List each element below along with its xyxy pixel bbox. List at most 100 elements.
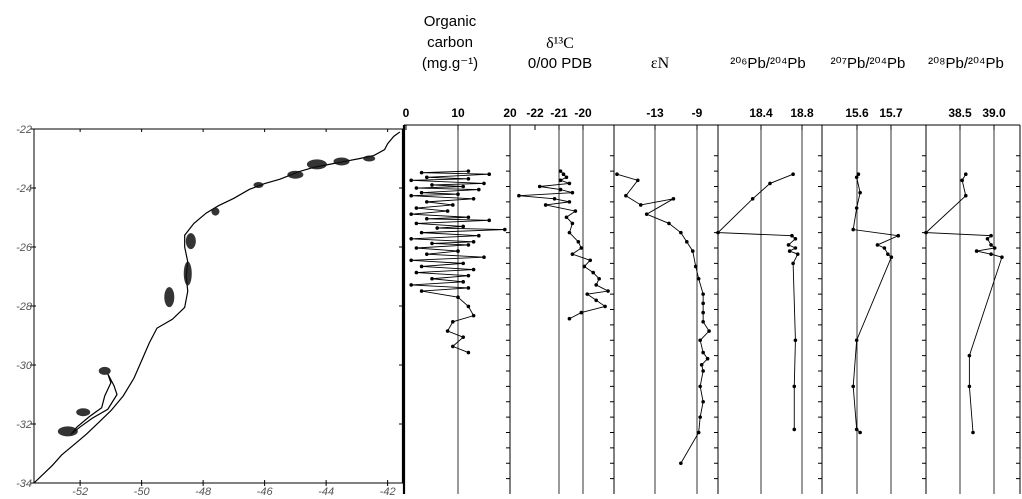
data-point	[690, 249, 695, 253]
data-point	[558, 178, 563, 183]
panel-tick-label: 18.4	[749, 106, 773, 120]
data-point	[471, 240, 476, 244]
data-point	[466, 169, 471, 173]
data-point	[561, 172, 566, 176]
data-point	[685, 240, 689, 244]
data-point	[564, 215, 569, 220]
data-point	[579, 310, 584, 315]
data-point	[456, 295, 460, 300]
data-point	[435, 226, 440, 230]
panel-title-line: carbon	[427, 34, 473, 51]
data-point	[992, 246, 997, 250]
data-point	[989, 252, 993, 256]
data-point	[466, 286, 471, 290]
panel-title-line: εN	[651, 55, 670, 72]
data-point	[430, 276, 434, 281]
data-point	[461, 224, 466, 229]
data-point	[564, 175, 569, 180]
data-point	[588, 258, 593, 263]
panel-tick-label: 39.0	[982, 106, 1006, 120]
data-point	[854, 338, 859, 343]
panel-pb208: 38.5 39.0	[924, 106, 1021, 494]
data-point	[570, 190, 575, 195]
data-point	[414, 206, 419, 210]
data-point	[667, 221, 671, 226]
coastal-feature	[333, 157, 350, 166]
data-point	[701, 310, 705, 315]
series-line	[411, 170, 505, 353]
data-point	[606, 289, 610, 293]
data-point	[989, 243, 993, 247]
panel-pb207: 15.6 15.7	[845, 106, 927, 494]
coastal-feature	[98, 366, 111, 375]
data-point	[615, 172, 619, 176]
data-point	[466, 243, 471, 247]
panel-headers: Organic carbon (mg.g⁻¹) δ¹³C 0/00 PDB εN ²⁰⁶Pb…	[422, 13, 1004, 72]
data-point	[793, 246, 798, 250]
data-point	[679, 461, 683, 466]
panel-tick-label: -9	[692, 106, 703, 120]
map-y-tick-label: -24	[16, 183, 32, 195]
map-y-tick-label: -32	[16, 419, 32, 431]
map-x-tick-label: -48	[195, 486, 212, 498]
data-point	[635, 178, 640, 183]
data-point	[409, 258, 414, 263]
data-point	[466, 304, 471, 309]
data-point	[679, 230, 683, 235]
map-x-tick-label: -50	[134, 486, 151, 498]
coastline	[33, 131, 401, 484]
data-point	[989, 233, 993, 238]
data-point	[477, 233, 481, 238]
data-point	[792, 384, 797, 389]
data-point	[851, 384, 855, 389]
data-point	[594, 283, 598, 287]
coastal-feature	[183, 261, 192, 286]
data-point	[558, 187, 563, 192]
data-point	[456, 192, 460, 196]
map-y-tick-label: -26	[16, 242, 33, 254]
data-point	[567, 200, 572, 204]
data-point	[1000, 255, 1004, 260]
map-y-tick-label: -34	[16, 478, 32, 490]
panel-tick-label: 20	[503, 106, 517, 120]
map-y-tick-label: -28	[16, 301, 33, 313]
data-point	[570, 252, 575, 256]
data-point	[791, 261, 795, 266]
data-point	[537, 184, 542, 189]
panel-title-line: δ¹³C	[546, 35, 574, 52]
data-point	[503, 227, 507, 232]
data-point	[409, 212, 414, 216]
data-point	[466, 177, 471, 181]
data-point	[698, 338, 702, 343]
panel-oc: 0 10 20	[403, 106, 517, 494]
data-point	[707, 329, 711, 333]
data-point	[597, 276, 601, 281]
data-point	[409, 236, 414, 241]
data-point	[856, 172, 861, 176]
data-point	[696, 276, 701, 281]
data-point	[701, 320, 705, 324]
data-point	[451, 203, 455, 207]
data-point	[854, 175, 859, 180]
data-point	[567, 181, 572, 186]
panel-tick-label: 15.7	[879, 106, 903, 120]
panel-tick-label: -21	[550, 106, 568, 120]
data-point	[419, 230, 424, 235]
data-point	[875, 243, 880, 247]
data-point	[430, 241, 434, 246]
data-point	[882, 246, 887, 250]
data-point	[792, 427, 797, 432]
data-point	[768, 181, 772, 186]
data-point	[445, 329, 450, 333]
map-y-tick-label: -22	[16, 124, 32, 136]
map-x-tick-label: -44	[318, 486, 334, 498]
data-point	[567, 230, 572, 235]
data-point	[419, 170, 424, 175]
data-point	[487, 218, 492, 223]
data-point	[896, 233, 901, 238]
data-point	[889, 255, 894, 260]
data-point	[414, 246, 419, 250]
map-x-tick-label: -46	[257, 486, 274, 498]
data-point	[716, 230, 720, 235]
